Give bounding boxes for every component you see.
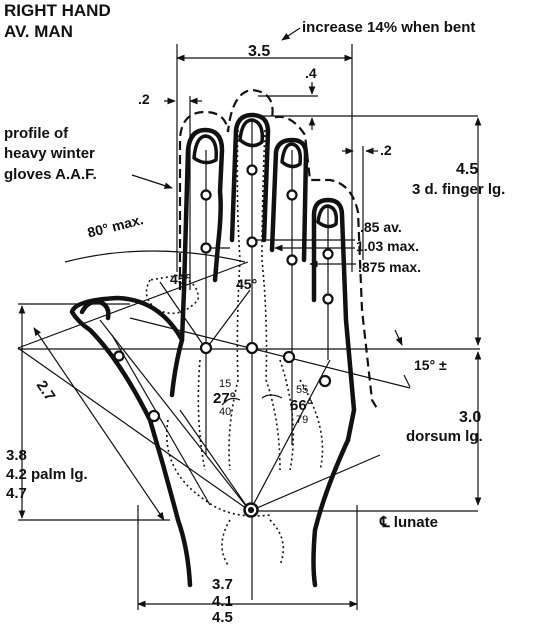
knuckle-slope-label: 15° ± <box>414 357 447 373</box>
joint-angle-right-label: 45° <box>236 276 258 292</box>
joint-angle-left-label: 45° <box>170 271 192 287</box>
glove-margin-left-label: .2 <box>138 91 150 107</box>
angle-66-min: 55 <box>296 384 309 396</box>
glove-profile-label-3: gloves A.A.F. <box>4 166 97 183</box>
finger-width-av-label: .85 av. <box>360 219 402 235</box>
lunate-label: ℄ lunate <box>380 514 438 531</box>
angle-27-value: 27° <box>213 390 236 407</box>
dorsum-length-label: dorsum lg. <box>406 428 483 445</box>
angle-66-value: 66° <box>290 397 313 414</box>
fingertip-offset-label: .4 <box>305 65 317 81</box>
finger-width-875-label: .875 max. <box>358 259 422 275</box>
dorsum-length-value: 3.0 <box>459 409 482 426</box>
glove-profile-label-1: profile of <box>4 125 69 142</box>
finger-width-max-label: 1.03 max. <box>356 238 420 254</box>
palm-width-max: 4.5 <box>212 609 233 626</box>
hand-outline <box>69 112 357 588</box>
skeleton-outline <box>145 129 324 566</box>
finger-length-value: 4.5 <box>456 161 479 178</box>
glove-profile-label-2: heavy winter <box>4 145 95 162</box>
angle-27-max: 40 <box>219 406 232 418</box>
angle-27-min: 15 <box>219 378 232 390</box>
hand-width-label: 3.5 <box>248 43 271 60</box>
palm-width-mid: 4.1 <box>212 593 233 610</box>
palm-length-max: 4.7 <box>6 485 27 502</box>
title-line-1: RIGHT HAND <box>4 1 111 20</box>
finger-length-label: 3 d. finger lg. <box>412 181 506 198</box>
increase-bent-note: increase 14% when bent <box>302 19 476 36</box>
joint-markers <box>113 164 334 518</box>
glove-profile <box>178 88 379 411</box>
title-line-2: AV. MAN <box>4 22 73 41</box>
palm-length-min: 3.8 <box>6 447 27 464</box>
glove-margin-right-label: .2 <box>380 142 392 158</box>
angle-66-max: 79 <box>296 414 309 426</box>
palm-width-min: 3.7 <box>212 576 233 593</box>
palm-length-label: 4.2 palm lg. <box>6 466 88 483</box>
